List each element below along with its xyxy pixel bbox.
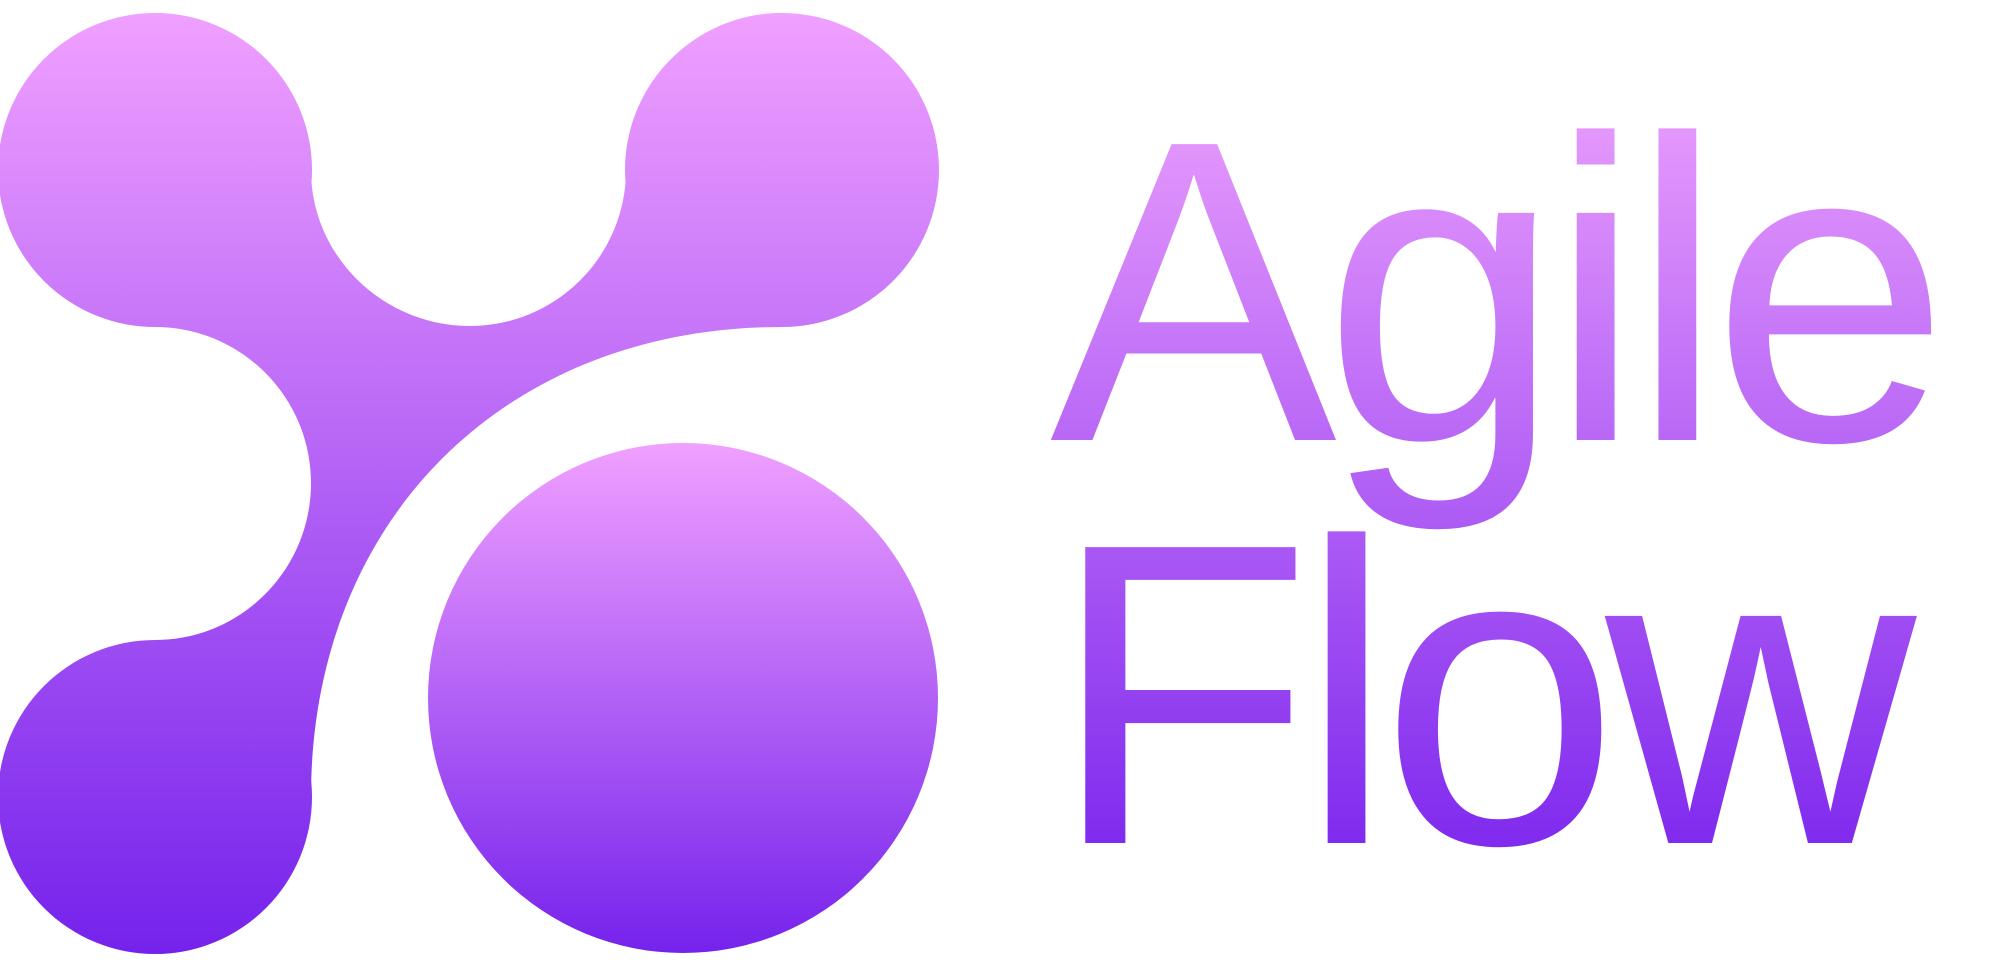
wordmark: Agile Flow (1050, 52, 1950, 935)
circle-shape-icon (428, 443, 938, 953)
branch-shape-icon (0, 13, 939, 954)
wordmark-bottom: Flow (1050, 455, 1921, 935)
wordmark-top: Agile (1050, 52, 1936, 534)
